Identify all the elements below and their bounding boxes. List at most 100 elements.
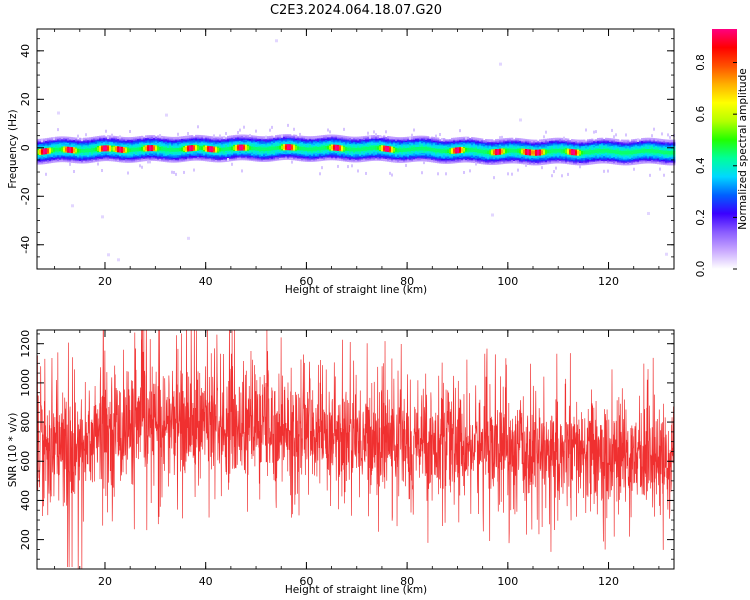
- spectrogram-cell: [305, 153, 308, 155]
- spectrogram-cell: [281, 145, 284, 147]
- spectrogram-cell: [299, 142, 302, 145]
- spectrogram-cell: [161, 149, 164, 151]
- spectrogram-cell: [463, 145, 466, 147]
- spectrogram-cell: [381, 137, 384, 140]
- spectrogram-cell: [467, 142, 470, 145]
- spectrogram-cell: [269, 140, 272, 143]
- spectrogram-cell: [45, 141, 48, 144]
- spectrogram-cell: [303, 157, 306, 160]
- spectrogram-cell: [201, 142, 204, 144]
- spectrogram-cell: [229, 136, 232, 139]
- spectrogram-cell: [49, 160, 52, 163]
- spectrogram-cell: [271, 153, 274, 156]
- spectrogram-speck: [159, 134, 161, 138]
- spectrogram-cell: [263, 148, 266, 150]
- spectrogram-cell: [393, 153, 396, 156]
- spectrogram-cell: [423, 138, 426, 140]
- spectrogram-cell: [287, 157, 290, 159]
- spectrogram-cell: [301, 136, 304, 139]
- spectrogram-cell: [249, 139, 252, 142]
- spectrogram-cell: [493, 162, 496, 164]
- spectrogram-cell: [395, 146, 398, 149]
- spectrogram-cell: [373, 136, 376, 138]
- spectrogram-cell: [317, 150, 320, 152]
- spectrogram-cell: [389, 160, 392, 163]
- spectrogram-cell: [265, 138, 268, 141]
- spectrogram-cell: [269, 151, 272, 154]
- spectrogram-cell: [65, 142, 68, 145]
- spectrogram-cell: [243, 146, 246, 149]
- spectrogram-cell: [453, 159, 456, 162]
- spectrogram-cell: [183, 142, 186, 144]
- spectrogram-cell: [331, 151, 334, 153]
- spectrogram-cell: [95, 155, 98, 158]
- spectrogram-cell: [89, 146, 92, 149]
- spectrogram-cell: [189, 136, 192, 138]
- spectrogram-cell: [455, 148, 458, 150]
- spectrogram-cell: [345, 150, 348, 153]
- spectrogram-cell: [201, 147, 204, 149]
- spectrogram-cell: [499, 147, 502, 149]
- spectrogram-cell: [441, 142, 444, 145]
- spectrogram-cell: [233, 158, 236, 160]
- spectrogram-cell: [477, 152, 480, 154]
- spectrogram-cell: [161, 139, 164, 142]
- spectrogram-cell: [413, 143, 416, 145]
- spectrogram-cell: [39, 142, 42, 144]
- spectrogram-cell: [125, 144, 128, 146]
- spectrogram-cell: [455, 150, 458, 153]
- spectrogram-cell: [111, 141, 114, 144]
- spectrogram-cell: [57, 140, 60, 142]
- spectrogram-cell: [305, 139, 308, 142]
- spectrogram-cell: [159, 151, 162, 153]
- spectrogram-cell: [337, 157, 340, 160]
- spectrogram-cell: [49, 143, 52, 146]
- spectrogram-cell: [351, 146, 354, 148]
- spectrogram-cell: [131, 156, 134, 158]
- spectrogram-cell: [49, 139, 52, 142]
- spectrogram-cell: [441, 157, 444, 159]
- spectrogram-cell: [179, 141, 182, 143]
- spectrogram-cell: [489, 142, 492, 145]
- spectrogram-cell: [363, 157, 366, 160]
- spectrogram-cell: [253, 158, 256, 161]
- spectrogram-cell: [197, 136, 200, 138]
- spectrogram-cell: [207, 140, 210, 143]
- spectrogram-cell: [89, 150, 92, 153]
- spectrogram-cell: [285, 149, 288, 152]
- spectrogram-cell: [259, 147, 262, 149]
- spectrogram-cell: [307, 144, 310, 147]
- spectrogram-cell: [293, 152, 296, 155]
- spectrogram-cell: [407, 154, 410, 157]
- spectrogram-cell: [247, 154, 250, 156]
- spectrogram-cell: [51, 150, 54, 153]
- spectrogram-cell: [231, 157, 234, 159]
- spectrogram-cell: [417, 147, 420, 150]
- spectrogram-cell: [323, 144, 326, 147]
- spectrogram-cell: [359, 155, 362, 158]
- spectrogram-cell: [61, 156, 64, 159]
- spectrogram-cell: [93, 151, 96, 153]
- spectrogram-cell: [461, 157, 464, 160]
- spectrogram-cell: [333, 155, 336, 157]
- spectrogram-cell: [111, 147, 114, 150]
- spectrogram-cell: [403, 147, 406, 150]
- spectrogram-cell: [143, 151, 146, 153]
- spectrogram-cell: [91, 159, 94, 162]
- spectrogram-cell: [79, 158, 82, 160]
- spectrogram-cell: [313, 146, 316, 149]
- spectrogram-cell: [97, 151, 100, 154]
- spectrogram-cell: [495, 151, 498, 153]
- spectrogram-cell: [259, 157, 262, 160]
- spectrogram-cell: [431, 145, 434, 147]
- spectrogram-cell: [353, 153, 356, 156]
- spectrogram-cell: [53, 150, 56, 152]
- spectrogram-cell: [467, 159, 470, 162]
- spectrogram-cell: [281, 152, 284, 155]
- spectrogram-cell: [483, 153, 486, 155]
- spectrogram-cell: [69, 141, 72, 144]
- spectrogram-cell: [79, 159, 82, 162]
- spectrogram-cell: [261, 150, 264, 153]
- spectrogram-cell: [339, 147, 342, 149]
- spectrogram-cell: [117, 149, 120, 152]
